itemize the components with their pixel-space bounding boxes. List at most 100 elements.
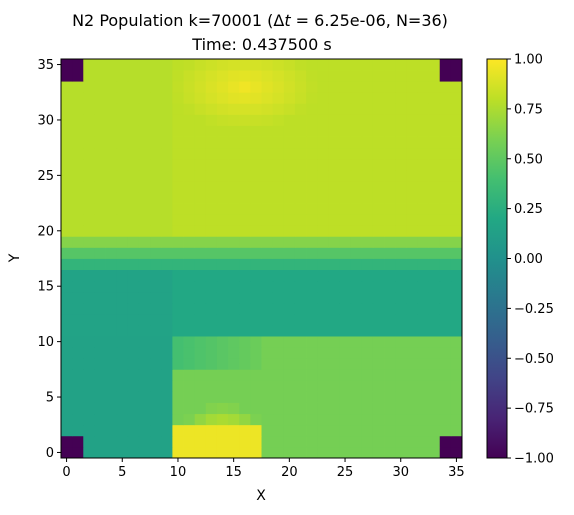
heatmap-cell — [116, 114, 129, 126]
heatmap-cell — [428, 258, 441, 270]
y-axis-label: Y — [7, 253, 23, 263]
heatmap-cell — [105, 313, 118, 326]
heatmap-cell — [228, 92, 240, 104]
heatmap-cell — [161, 147, 173, 160]
heatmap-cell — [216, 225, 229, 237]
heatmap-cell — [328, 103, 340, 115]
heatmap-cell — [372, 70, 385, 82]
heatmap-cell — [239, 347, 251, 359]
heatmap-cell — [350, 358, 363, 370]
heatmap-cell — [406, 424, 418, 437]
heatmap-cell — [183, 347, 196, 359]
heatmap-cell — [428, 413, 441, 426]
heatmap-cell — [216, 280, 229, 293]
heatmap-cell — [250, 180, 262, 193]
heatmap-cell — [94, 325, 106, 337]
heatmap-cell — [361, 236, 374, 248]
heatmap-cell — [83, 347, 95, 359]
heatmap-cell — [127, 214, 140, 226]
heatmap-cell — [261, 391, 274, 403]
heatmap-cell — [361, 192, 374, 204]
heatmap-cell — [417, 391, 429, 403]
heatmap-cell — [183, 258, 196, 270]
heatmap-cell — [306, 325, 318, 337]
heatmap-cell — [228, 291, 240, 304]
heatmap-cell — [138, 347, 151, 359]
heatmap-cell — [105, 269, 118, 282]
heatmap-cell — [194, 103, 207, 115]
heatmap-cell — [372, 446, 385, 459]
heatmap-cell — [439, 192, 452, 204]
heatmap-cell — [372, 59, 385, 71]
heatmap-cell — [127, 435, 140, 448]
heatmap-cell — [384, 402, 396, 415]
heatmap-cell — [105, 92, 118, 104]
heatmap-cell — [216, 325, 229, 337]
heatmap-cell — [361, 180, 374, 193]
heatmap-cell — [350, 369, 363, 381]
heatmap-cell — [150, 435, 162, 448]
heatmap-cell — [94, 347, 106, 359]
heatmap-cell — [183, 380, 196, 392]
heatmap-cell — [183, 81, 196, 93]
heatmap-cell — [450, 136, 463, 149]
heatmap-cell — [350, 325, 363, 337]
heatmap-cell — [350, 103, 363, 115]
heatmap-cell — [439, 136, 452, 149]
heatmap-cell — [350, 291, 363, 304]
heatmap-cell — [83, 247, 95, 259]
heatmap-cell — [261, 336, 274, 348]
heatmap-cell — [94, 158, 106, 171]
heatmap-cell — [105, 435, 118, 448]
y-tick-label: 5 — [46, 391, 54, 406]
heatmap-cell — [428, 358, 441, 370]
heatmap-cell — [105, 369, 118, 381]
heatmap-cell — [205, 225, 218, 237]
heatmap-cell — [450, 280, 463, 293]
heatmap-cell — [94, 236, 106, 248]
heatmap-cell — [161, 70, 173, 82]
heatmap-cell — [339, 192, 352, 204]
heatmap-cell — [105, 336, 118, 348]
heatmap-cell — [205, 158, 218, 171]
heatmap-cell — [450, 169, 463, 182]
heatmap-cell — [450, 413, 463, 426]
heatmap-cell — [294, 103, 307, 115]
heatmap-cell — [116, 225, 129, 237]
heatmap-cell — [306, 114, 318, 126]
heatmap-cell — [395, 81, 407, 93]
heatmap-cell — [328, 59, 340, 71]
heatmap-cell — [306, 214, 318, 226]
heatmap-cell — [339, 180, 352, 193]
heatmap-cell — [361, 291, 374, 304]
heatmap-cell — [172, 192, 184, 204]
heatmap-cell — [294, 402, 307, 415]
heatmap-cell — [328, 70, 340, 82]
x-tick-label: 0 — [62, 465, 70, 480]
heatmap-cell — [306, 125, 318, 137]
heatmap-cell — [406, 70, 418, 82]
heatmap-cell — [72, 291, 84, 304]
heatmap-cell — [150, 214, 162, 226]
heatmap-cell — [105, 147, 118, 160]
heatmap-cell — [306, 402, 318, 415]
heatmap-cell — [150, 158, 162, 171]
heatmap-cell — [450, 435, 463, 448]
heatmap-cell — [205, 114, 218, 126]
heatmap-cell — [428, 369, 441, 381]
heatmap-cell — [183, 92, 196, 104]
heatmap-cell — [172, 236, 184, 248]
heatmap-cell — [417, 336, 429, 348]
heatmap-cell — [228, 147, 240, 160]
heatmap-cell — [439, 302, 452, 315]
heatmap-cell — [105, 302, 118, 315]
heatmap-cell — [150, 402, 162, 415]
heatmap-cell — [94, 258, 106, 270]
heatmap-cell — [72, 158, 84, 171]
heatmap-cell — [372, 380, 385, 392]
heatmap-cell — [239, 313, 251, 326]
heatmap-cell — [194, 258, 207, 270]
heatmap-cell — [150, 147, 162, 160]
heatmap-cell — [161, 336, 173, 348]
heatmap-cell — [450, 214, 463, 226]
